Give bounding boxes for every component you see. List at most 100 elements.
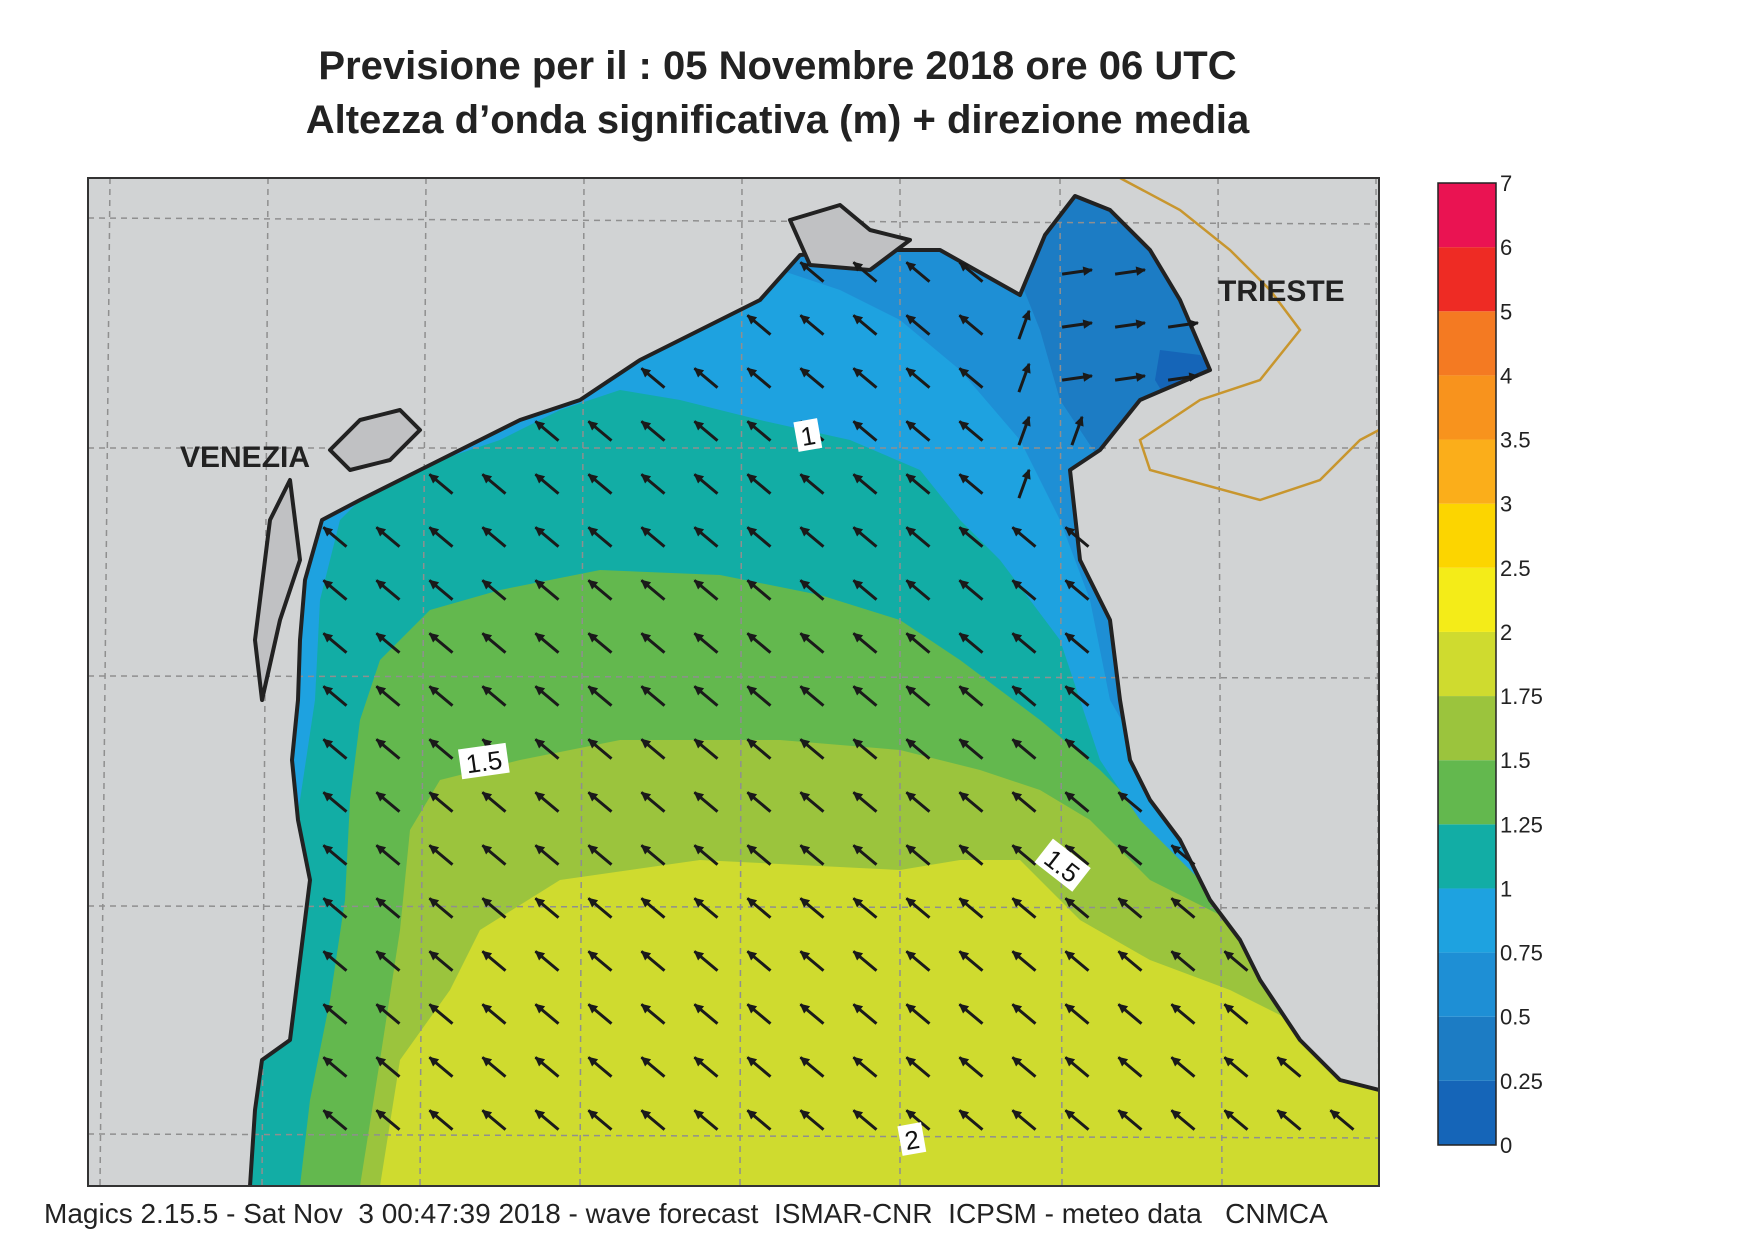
direction-arrow-head xyxy=(746,632,758,643)
direction-arrow-head xyxy=(1064,632,1076,643)
legend-level-label: 1.5 xyxy=(1500,748,1531,773)
direction-arrow-head xyxy=(375,1003,387,1014)
direction-arrow-head xyxy=(852,579,864,590)
direction-arrow-head xyxy=(1188,372,1200,382)
direction-arrow-head xyxy=(1064,738,1076,749)
direction-arrow-head xyxy=(640,473,652,484)
direction-arrow-head xyxy=(1064,844,1076,855)
legend-level-label: 2 xyxy=(1500,620,1512,645)
direction-arrow-head xyxy=(640,579,652,590)
direction-arrow-head xyxy=(905,950,917,961)
direction-arrow-head xyxy=(534,685,546,696)
legend-swatch xyxy=(1438,439,1496,504)
direction-arrow-head xyxy=(587,897,599,908)
direction-arrow-head xyxy=(693,1003,705,1014)
legend-swatch xyxy=(1438,183,1496,248)
direction-arrow-head xyxy=(958,950,970,961)
direction-arrow-head xyxy=(587,1003,599,1014)
direction-arrow-head xyxy=(375,685,387,696)
direction-arrow-head xyxy=(534,632,546,643)
direction-arrow-head xyxy=(693,738,705,749)
direction-arrow-head xyxy=(428,1003,440,1014)
direction-arrow-head xyxy=(693,473,705,484)
direction-arrow-head xyxy=(693,685,705,696)
direction-arrow-head xyxy=(693,844,705,855)
direction-arrow-head xyxy=(799,1109,811,1120)
direction-arrow-head xyxy=(746,314,758,325)
direction-arrow-head xyxy=(375,632,387,643)
direction-arrow-head xyxy=(1021,468,1031,480)
direction-arrow-head xyxy=(587,738,599,749)
direction-arrow-head xyxy=(640,897,652,908)
direction-arrow-head xyxy=(587,1056,599,1067)
direction-arrow-head xyxy=(322,897,334,908)
direction-arrow-head xyxy=(587,473,599,484)
direction-arrow-head xyxy=(1135,266,1147,276)
direction-arrow-head xyxy=(799,897,811,908)
direction-arrow-head xyxy=(852,950,864,961)
direction-arrow-head xyxy=(322,685,334,696)
direction-arrow-head xyxy=(640,791,652,802)
direction-arrow-head xyxy=(905,1109,917,1120)
direction-arrow-head xyxy=(1170,950,1182,961)
direction-arrow-head xyxy=(534,950,546,961)
direction-arrow-head xyxy=(852,314,864,325)
direction-arrow-head xyxy=(481,473,493,484)
direction-arrow-head xyxy=(799,685,811,696)
direction-arrow-head xyxy=(746,1003,758,1014)
direction-arrow-head xyxy=(905,685,917,696)
direction-arrow-head xyxy=(1117,1003,1129,1014)
direction-arrow-head xyxy=(1064,897,1076,908)
direction-arrow-head xyxy=(587,844,599,855)
direction-arrow-head xyxy=(693,791,705,802)
direction-arrow-head xyxy=(958,738,970,749)
direction-arrow-head xyxy=(958,685,970,696)
legend-swatch xyxy=(1438,824,1496,889)
direction-arrow-head xyxy=(958,314,970,325)
direction-arrow-head xyxy=(1074,415,1084,427)
direction-arrow-head xyxy=(640,420,652,431)
direction-arrow-head xyxy=(481,526,493,537)
direction-arrow-head xyxy=(322,844,334,855)
direction-arrow-head xyxy=(1135,319,1147,329)
direction-arrow-head xyxy=(428,844,440,855)
direction-arrow-head xyxy=(587,420,599,431)
direction-arrow-head xyxy=(852,420,864,431)
direction-arrow-head xyxy=(1117,844,1129,855)
direction-arrow-head xyxy=(1064,1109,1076,1120)
direction-arrow-head xyxy=(534,579,546,590)
map-frame xyxy=(87,177,1380,1187)
direction-arrow-head xyxy=(534,526,546,537)
direction-arrow-head xyxy=(375,950,387,961)
direction-arrow-head xyxy=(640,526,652,537)
direction-arrow-head xyxy=(958,632,970,643)
direction-arrow-head xyxy=(958,844,970,855)
legend-level-label: 0.25 xyxy=(1500,1069,1543,1094)
legend-swatch xyxy=(1438,567,1496,632)
direction-arrow-head xyxy=(1276,1056,1288,1067)
direction-arrow-head xyxy=(905,261,917,272)
legend-swatch xyxy=(1438,696,1496,761)
direction-arrow-head xyxy=(1329,1109,1341,1120)
direction-arrow-head xyxy=(958,261,970,272)
legend-level-label: 2.5 xyxy=(1500,556,1531,581)
direction-arrow-head xyxy=(905,367,917,378)
direction-arrow-head xyxy=(746,420,758,431)
direction-arrow-head xyxy=(587,632,599,643)
direction-arrow-head xyxy=(534,1003,546,1014)
legend-level-label: 0 xyxy=(1500,1133,1512,1158)
legend-swatch xyxy=(1438,952,1496,1017)
direction-arrow-head xyxy=(958,1003,970,1014)
legend-level-label: 3.5 xyxy=(1500,428,1531,453)
direction-arrow-head xyxy=(640,1003,652,1014)
direction-arrow-head xyxy=(746,844,758,855)
legend-level-label: 5 xyxy=(1500,299,1512,324)
direction-arrow-head xyxy=(322,526,334,537)
direction-arrow-head xyxy=(693,367,705,378)
direction-arrow-head xyxy=(428,685,440,696)
direction-arrow-head xyxy=(640,950,652,961)
direction-arrow-head xyxy=(1223,1003,1235,1014)
direction-arrow-head xyxy=(852,897,864,908)
direction-arrow-head xyxy=(958,367,970,378)
